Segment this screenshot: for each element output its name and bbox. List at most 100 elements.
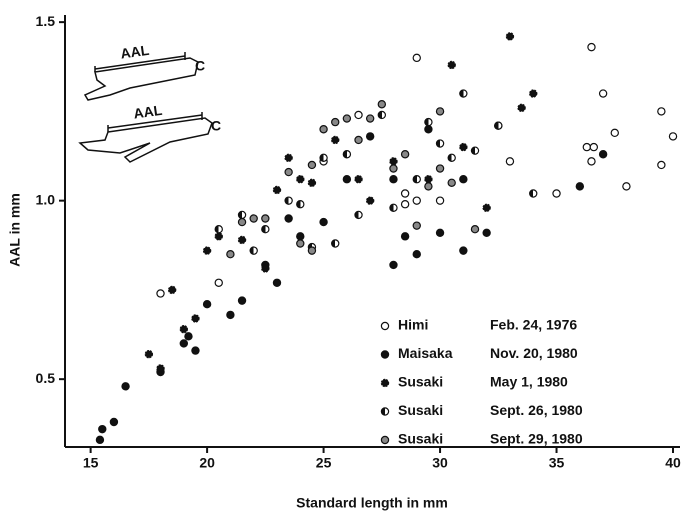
point <box>587 157 596 166</box>
point <box>179 324 189 334</box>
point <box>657 160 666 170</box>
legend-name: Himi <box>398 317 428 333</box>
point <box>424 117 433 127</box>
point <box>296 239 305 248</box>
point <box>598 150 608 159</box>
point <box>319 125 328 134</box>
point <box>307 246 317 255</box>
point <box>156 364 165 373</box>
point <box>226 250 235 259</box>
point <box>610 128 619 138</box>
point <box>261 264 270 273</box>
point <box>517 103 526 113</box>
point <box>400 200 410 209</box>
point <box>261 225 270 234</box>
legend-marker <box>380 407 390 416</box>
point <box>412 250 421 259</box>
point <box>261 214 270 223</box>
point <box>284 153 293 163</box>
point <box>365 132 375 141</box>
point <box>144 349 154 359</box>
point <box>296 175 305 184</box>
point <box>214 232 223 241</box>
x-tick-label: 30 <box>432 455 448 471</box>
point <box>296 200 305 209</box>
legend-date: Sept. 29, 1980 <box>490 431 583 447</box>
point <box>412 53 421 63</box>
legend-date: Nov. 20, 1980 <box>490 345 578 361</box>
point <box>354 175 363 184</box>
point <box>482 203 491 212</box>
point <box>389 203 398 212</box>
point <box>424 125 433 134</box>
point <box>272 185 282 195</box>
legend-marker <box>380 350 390 359</box>
point <box>459 175 468 184</box>
point <box>307 178 317 188</box>
point <box>184 332 193 341</box>
point <box>98 424 107 434</box>
point <box>598 89 608 98</box>
point <box>575 182 585 191</box>
point <box>237 296 247 305</box>
point <box>191 346 200 355</box>
point <box>296 232 305 241</box>
point <box>284 214 293 223</box>
point <box>249 246 258 255</box>
point <box>156 289 165 298</box>
point <box>435 228 445 237</box>
point <box>459 142 468 152</box>
point <box>470 146 480 155</box>
inset-drawing <box>78 52 213 163</box>
point <box>389 164 398 173</box>
legend-marker <box>380 321 390 331</box>
point <box>342 175 352 184</box>
point <box>354 135 363 145</box>
point <box>249 214 258 223</box>
point <box>331 117 340 127</box>
point <box>389 260 398 270</box>
point <box>342 114 352 123</box>
point <box>331 239 340 248</box>
point <box>412 221 421 230</box>
point <box>319 153 328 163</box>
point <box>365 114 375 123</box>
point <box>435 139 445 148</box>
point <box>435 164 445 173</box>
point <box>400 232 410 241</box>
point <box>365 196 375 205</box>
point <box>668 132 678 141</box>
point <box>622 182 631 191</box>
point <box>587 42 596 52</box>
point <box>121 382 130 391</box>
legend-date: May 1, 1980 <box>490 374 568 390</box>
point <box>529 189 538 198</box>
point <box>284 196 293 205</box>
x-axis-label: Standard length in mm <box>296 495 448 511</box>
x-tick-label: 20 <box>199 455 215 471</box>
point <box>226 310 235 320</box>
point <box>284 167 293 177</box>
y-axis-label: AAL in mm <box>7 193 23 267</box>
point <box>582 142 592 152</box>
point <box>167 285 177 295</box>
point <box>389 157 398 166</box>
point <box>482 228 491 237</box>
point <box>435 107 445 116</box>
point <box>400 189 410 198</box>
point <box>342 150 352 159</box>
y-tick-label: 1.5 <box>36 13 56 29</box>
point <box>505 157 515 166</box>
legend-marker <box>380 435 390 445</box>
point <box>589 142 599 152</box>
point <box>95 435 105 445</box>
point <box>272 278 282 287</box>
point <box>191 314 200 323</box>
point <box>447 60 456 70</box>
legend-date: Feb. 24, 1976 <box>490 317 577 333</box>
legend-date: Sept. 26, 1980 <box>490 402 583 418</box>
x-tick-label: 40 <box>665 455 681 471</box>
legend-name: Maisaka <box>398 345 453 361</box>
annotation: AAL <box>132 102 163 122</box>
